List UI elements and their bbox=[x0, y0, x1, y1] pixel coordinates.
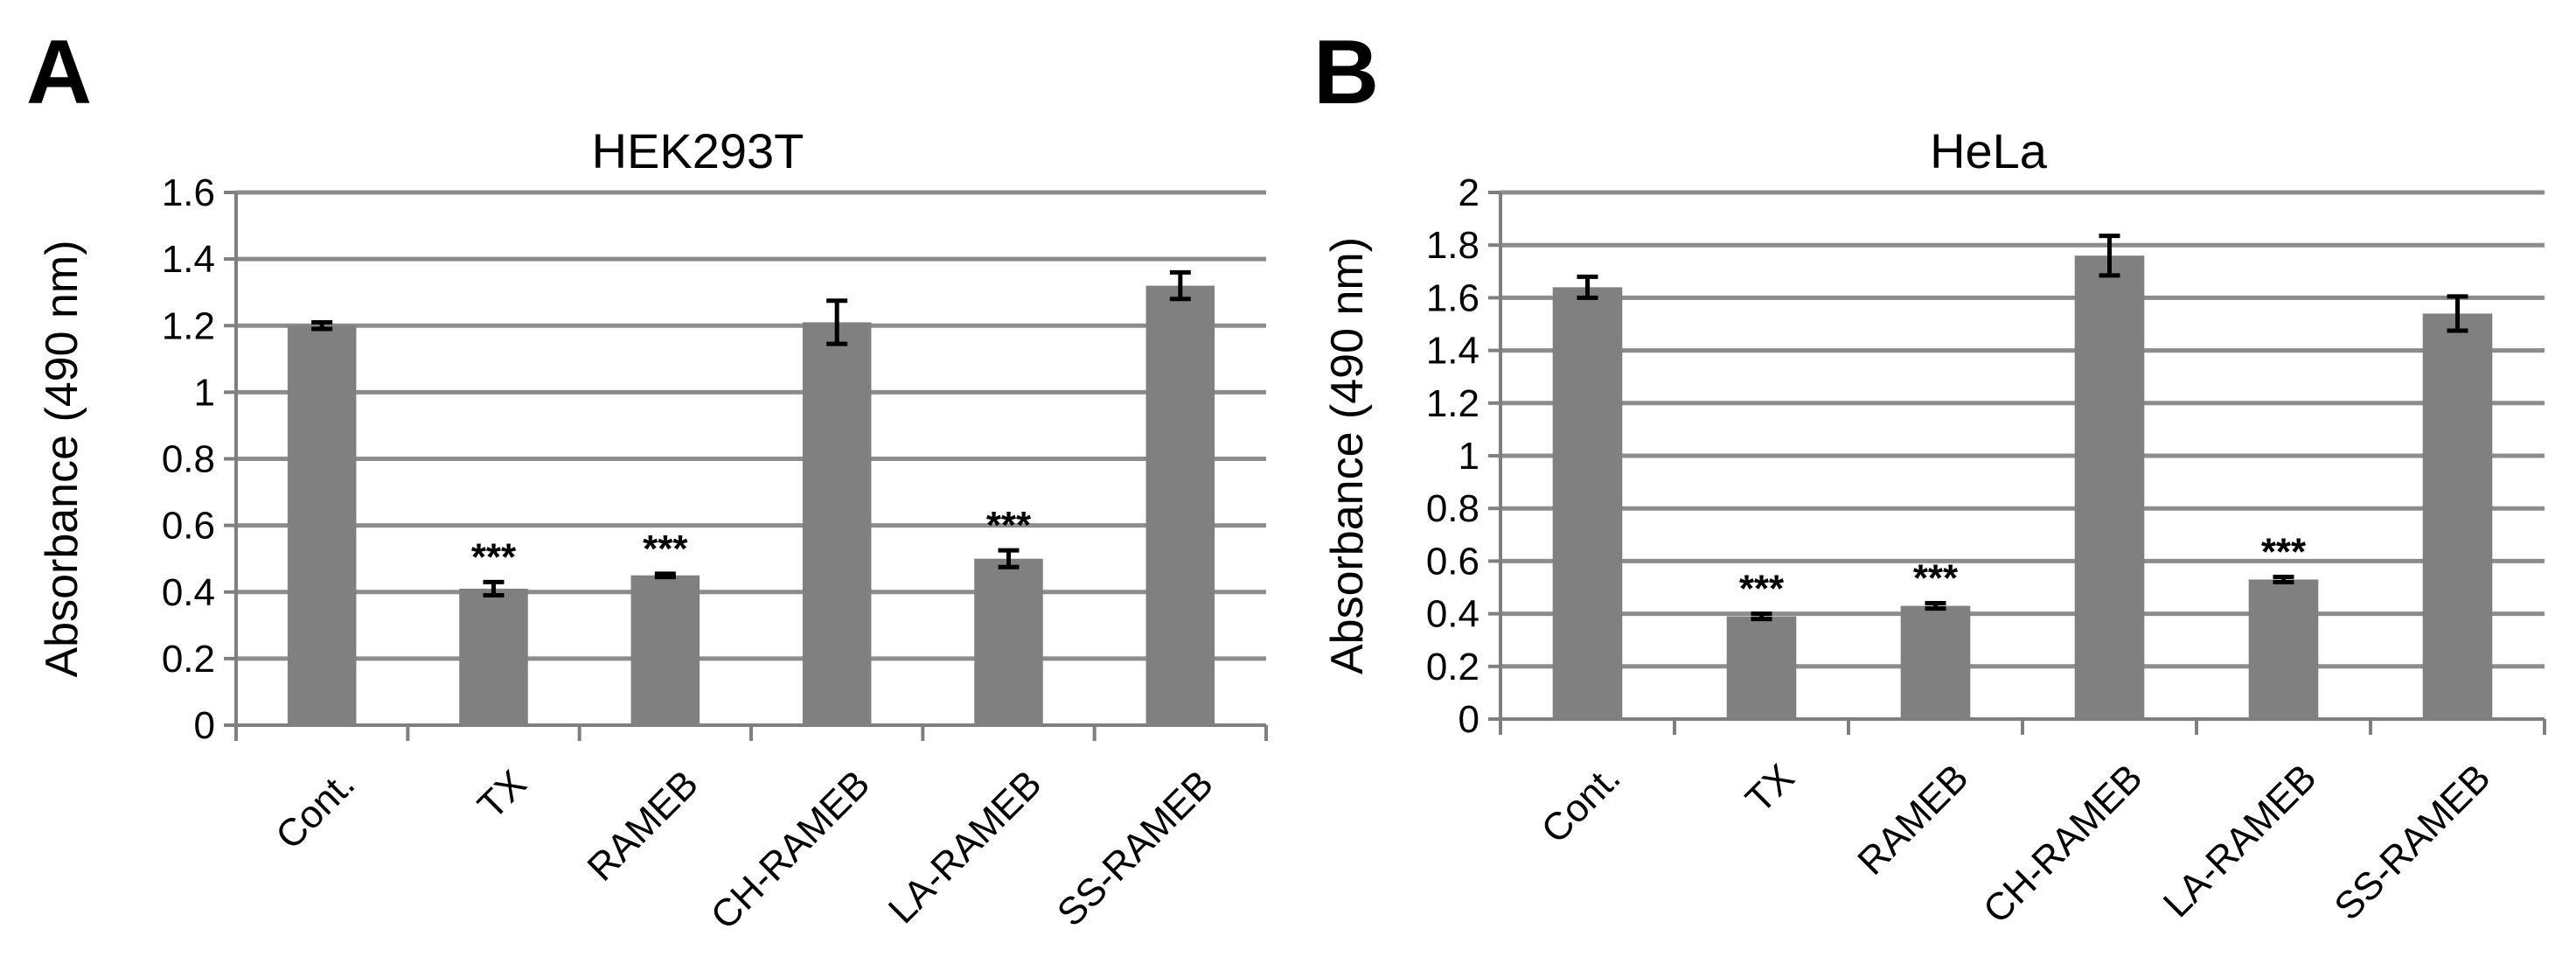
error-bar bbox=[654, 571, 676, 580]
x-category-label: CH-RAMEB bbox=[703, 762, 879, 938]
y-tick-label: 0.8 bbox=[1426, 487, 1479, 530]
x-category-label: LA-RAMEB bbox=[2155, 756, 2325, 926]
x-category-label: CH-RAMEB bbox=[1975, 756, 2151, 932]
x-category-label: TX bbox=[1737, 756, 1802, 821]
significance-marker: *** bbox=[471, 535, 517, 578]
bar-cont- bbox=[1552, 287, 1623, 719]
bar-tx bbox=[1726, 616, 1797, 719]
chart-title: HeLa bbox=[1930, 123, 2048, 178]
panel-b: B HeLa Absorbance (490 nm) 0 0.2 0.4 0.6 0.8 1 1.… bbox=[1313, 22, 2546, 932]
chart-title: HEK293T bbox=[592, 123, 804, 178]
bar-tx bbox=[459, 588, 528, 725]
bar-ss-rameb bbox=[2422, 313, 2493, 719]
significance-marker: *** bbox=[643, 527, 688, 570]
x-category-label: LA-RAMEB bbox=[881, 762, 1050, 932]
y-tick-label: 0.4 bbox=[1426, 593, 1479, 636]
x-category-label: Cont. bbox=[268, 762, 363, 857]
significance-marker: *** bbox=[1739, 568, 1785, 611]
x-category-label: TX bbox=[470, 762, 534, 827]
error-bar bbox=[998, 548, 1020, 569]
panel-letter: A bbox=[26, 22, 92, 123]
y-tick-label: 0.2 bbox=[1426, 646, 1479, 688]
error-bar bbox=[1925, 601, 1946, 611]
bar-la-rameb bbox=[974, 558, 1043, 725]
panel-a: A HEK293T Absorbance (490 nm) 0 0.2 0.4 0.6 0.8… bbox=[26, 22, 1268, 938]
bar-cont- bbox=[287, 325, 357, 725]
error-bar bbox=[1169, 269, 1191, 302]
error-bar bbox=[1577, 274, 1598, 300]
error-bar bbox=[2273, 574, 2294, 584]
y-tick-label: 0.2 bbox=[162, 638, 215, 681]
bar-la-rameb bbox=[2248, 579, 2319, 719]
y-tick-label: 1.6 bbox=[162, 171, 215, 214]
x-category-label: SS-RAMEB bbox=[1049, 762, 1222, 934]
y-tick-label: 1 bbox=[194, 371, 215, 414]
significance-marker: *** bbox=[2261, 530, 2307, 573]
y-tick-label: 0 bbox=[194, 704, 215, 747]
bar-rameb bbox=[1900, 605, 1971, 719]
y-tick-label: 1.2 bbox=[162, 304, 215, 347]
y-tick-label: 1.4 bbox=[162, 238, 215, 281]
y-tick-label: 1.6 bbox=[1426, 276, 1479, 319]
x-category-label: RAMEB bbox=[1849, 756, 1976, 883]
y-tick-label: 0 bbox=[1459, 698, 1479, 741]
y-tick-label: 1.4 bbox=[1426, 330, 1479, 373]
error-bar bbox=[826, 298, 848, 346]
y-tick-label: 1.2 bbox=[1426, 382, 1479, 425]
y-tick-label: 1 bbox=[1459, 435, 1479, 478]
bar-ss-rameb bbox=[1145, 285, 1215, 725]
y-tick-label: 2 bbox=[1459, 171, 1479, 214]
bar-ch-rameb bbox=[2074, 255, 2145, 719]
y-tick-label: 0.8 bbox=[162, 438, 215, 481]
panel-letter: B bbox=[1313, 22, 1379, 123]
error-bar bbox=[483, 579, 505, 598]
y-tick-label: 1.8 bbox=[1426, 224, 1479, 267]
x-category-label: SS-RAMEB bbox=[2326, 756, 2498, 928]
significance-marker: *** bbox=[986, 504, 1032, 547]
error-bar bbox=[2447, 294, 2468, 333]
error-bar bbox=[311, 319, 333, 332]
x-category-label: RAMEB bbox=[580, 762, 707, 889]
bar-ch-rameb bbox=[802, 322, 872, 725]
y-axis-label: Absorbance (490 nm) bbox=[37, 240, 87, 677]
error-bar bbox=[1751, 611, 1772, 622]
y-tick-label: 0.6 bbox=[1426, 540, 1479, 583]
x-category-label: Cont. bbox=[1534, 756, 1629, 851]
error-bar bbox=[2099, 234, 2120, 278]
y-axis-label: Absorbance (490 nm) bbox=[1322, 237, 1373, 674]
bar-rameb bbox=[630, 575, 700, 725]
y-tick-label: 0.4 bbox=[162, 571, 215, 614]
significance-marker: *** bbox=[1913, 557, 1959, 600]
y-tick-label: 0.6 bbox=[162, 505, 215, 548]
